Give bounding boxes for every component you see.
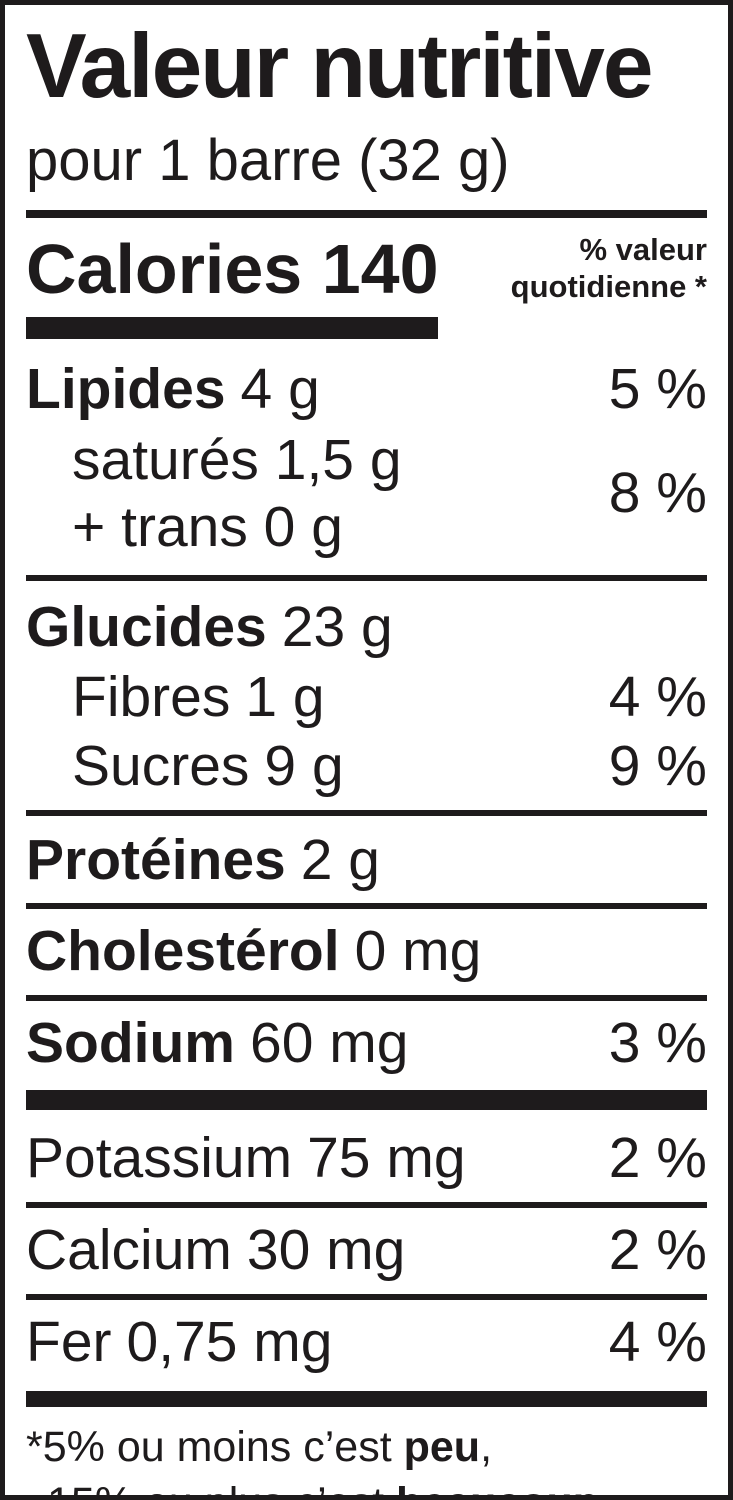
nutrient-dv: 2 %	[608, 1218, 707, 1283]
footnote-line2-text: 15% ou plus c’est	[47, 1479, 396, 1495]
nutrient-name-amount: Fibres 1 g	[26, 664, 325, 729]
calories-value: 140	[321, 229, 439, 308]
nutrient-name: Potassium	[26, 1126, 293, 1191]
calories-label-value: Calories 140	[26, 234, 439, 304]
calories-label: Calories	[26, 229, 303, 308]
nutrient-amount: 4 g	[240, 357, 320, 422]
nutrient-row-calcium: Calcium 30 mg 2 %	[26, 1218, 707, 1283]
nutrient-amount: 30 mg	[246, 1218, 406, 1283]
nutrient-dv: 3 %	[608, 1010, 707, 1075]
nutrient-amount: 1 g	[245, 664, 325, 729]
nutrient-row-carbohydrate: Glucides 23 g	[26, 597, 707, 659]
nutrient-amount: 75 mg	[307, 1126, 466, 1191]
nutrient-row-saturated-trans: saturés 1,5 g + trans 0 g 8 %	[26, 427, 707, 562]
nutrient-name-amount: Protéines 2 g	[26, 827, 381, 892]
section-divider	[26, 1202, 707, 1209]
nutrient-dv: 5 %	[608, 357, 707, 422]
nutrient-dv: 8 %	[608, 461, 707, 526]
section-divider	[26, 575, 707, 582]
label-title: Valeur nutritive	[26, 16, 653, 117]
nutrient-name-amount: Lipides 4 g	[26, 359, 320, 421]
calories-row: Calories 140 % valeur quotidienne *	[26, 232, 707, 305]
nutrient-name: Calcium	[26, 1218, 232, 1283]
nutrient-name-amount: Potassium 75 mg	[26, 1128, 466, 1190]
nutrient-amount: 0,75 mg	[126, 1309, 333, 1374]
trans-line: + trans 0 g	[72, 494, 343, 559]
nutrient-name: Protéines	[26, 827, 286, 892]
nutrient-row-cholesterol: Cholestérol 0 mg	[26, 921, 707, 983]
section-divider	[26, 994, 707, 1001]
daily-value-header-line1: % valeur	[579, 232, 707, 267]
serving-size: pour 1 barre (32 g)	[26, 128, 510, 193]
nutrient-row-sugars: Sucres 9 g 9 %	[26, 736, 707, 798]
nutrient-amount: 9 g	[264, 734, 344, 799]
nutrient-name: Lipides	[26, 357, 226, 422]
saturated-trans-lines: saturés 1,5 g + trans 0 g	[26, 427, 402, 562]
section-divider	[26, 809, 707, 816]
nutrient-amount: 0 mg	[354, 919, 482, 984]
nutrient-row-fat: Lipides 4 g 5 %	[26, 359, 707, 421]
nutrient-row-protein: Protéines 2 g	[26, 827, 707, 892]
nutrient-row-fibre: Fibres 1 g 4 %	[26, 664, 707, 729]
nutrient-row-iron: Fer 0,75 mg 4 %	[26, 1309, 707, 1374]
sodium-separator-bar	[26, 1090, 707, 1111]
nutrient-name: Sucres	[72, 734, 250, 799]
asterisk: *	[26, 1423, 43, 1472]
nutrient-amount: 60 mg	[250, 1010, 409, 1075]
iron-separator-bar	[26, 1391, 707, 1408]
nutrient-name: Cholestérol	[26, 919, 340, 984]
nutrient-row-potassium: Potassium 75 mg 2 %	[26, 1128, 707, 1190]
nutrient-name: Glucides	[26, 595, 267, 660]
footnote-line1-suffix: ,	[480, 1423, 493, 1472]
nutrient-name: Fer	[26, 1309, 112, 1374]
footnote-line1-bold: peu	[403, 1423, 481, 1472]
nutrient-name-amount: Sucres 9 g	[26, 736, 344, 798]
nutrient-dv: 4 %	[608, 664, 707, 729]
nutrient-name: Sodium	[26, 1010, 235, 1075]
nutrient-row-sodium: Sodium 60 mg 3 %	[26, 1010, 707, 1075]
nutrient-amount: 2 g	[300, 827, 381, 892]
footnote-line2-bold: beaucoup	[396, 1479, 599, 1495]
footnote-line1-text: 5% ou moins c’est	[42, 1423, 404, 1472]
nutrient-name-amount: Cholestérol 0 mg	[26, 921, 481, 983]
nutrient-dv: 9 %	[608, 734, 707, 799]
section-divider	[26, 903, 707, 910]
nutrient-name-amount: Calcium 30 mg	[26, 1218, 406, 1283]
nutrient-name-amount: Sodium 60 mg	[26, 1010, 409, 1075]
header-divider	[26, 210, 707, 218]
nutrient-dv: 4 %	[608, 1309, 707, 1374]
footnote: *5% ou moins c’est peu, 15% ou plus c’es…	[26, 1423, 707, 1495]
nutrient-name: Fibres	[72, 664, 231, 729]
section-divider	[26, 1293, 707, 1300]
saturated-line: saturés 1,5 g	[72, 427, 402, 492]
nutrient-name-amount: Fer 0,75 mg	[26, 1309, 333, 1374]
calories-underline-bar	[26, 317, 438, 340]
footnote-line1: *5% ou moins c’est peu,	[26, 1423, 707, 1471]
nutrient-amount: 23 g	[281, 595, 393, 660]
daily-value-header: % valeur quotidienne *	[511, 232, 707, 305]
daily-value-header-line2: quotidienne *	[510, 268, 707, 304]
footnote-line2: 15% ou plus c’est beaucoup	[26, 1479, 707, 1495]
nutrient-name-amount: Glucides 23 g	[26, 597, 393, 659]
nutrient-dv: 2 %	[608, 1126, 707, 1191]
